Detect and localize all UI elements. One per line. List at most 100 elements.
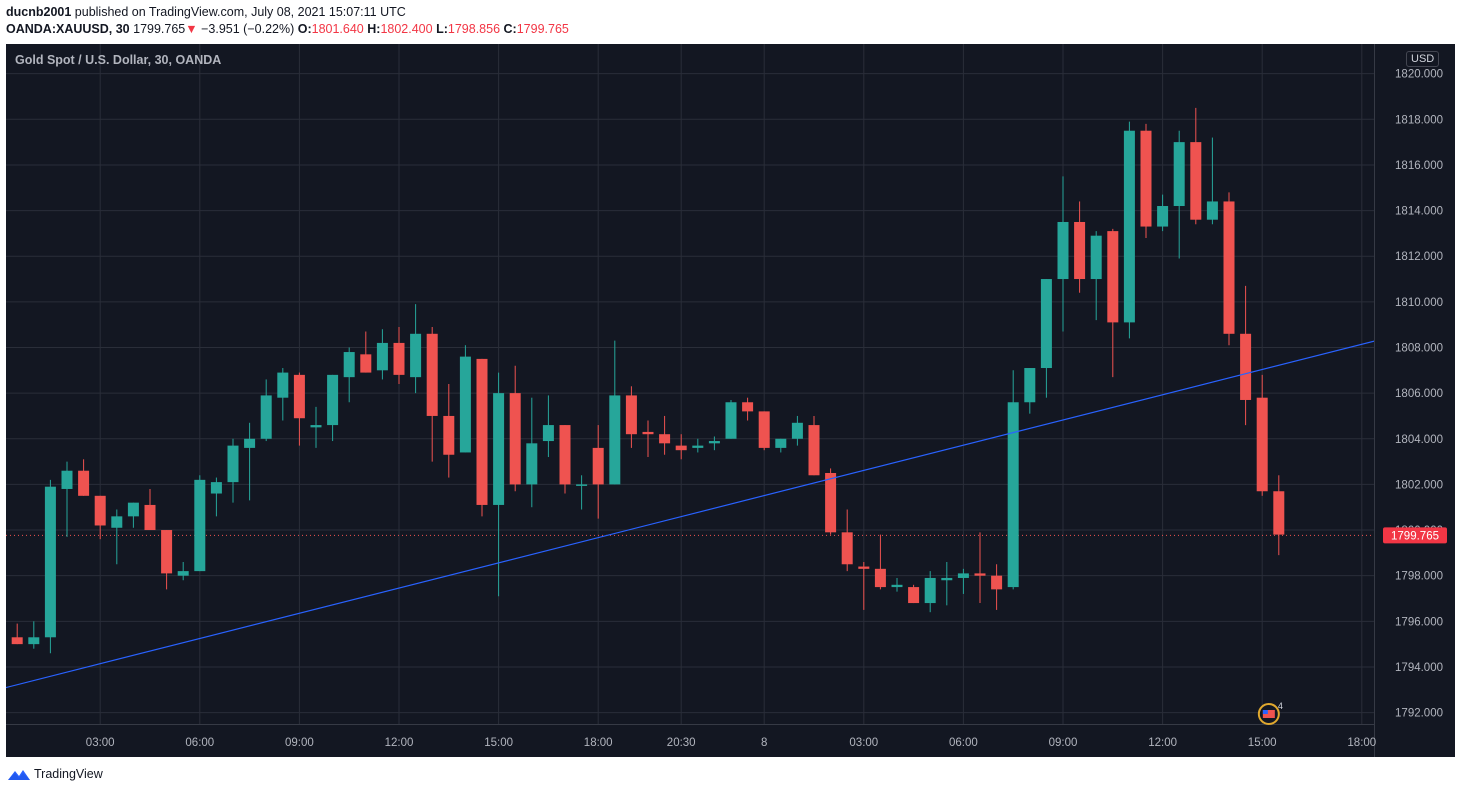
candle-up [609,395,621,485]
time-tick-label: 06:00 [185,737,214,749]
trend-line [6,333,1404,689]
candle-up [227,445,239,483]
candle-down [1074,221,1086,280]
candle-down [1273,491,1285,535]
candle-down [559,425,571,485]
candle-up [1040,279,1052,369]
time-tick-label: 12:00 [385,737,414,749]
symbol-label: OANDA:XAUUSD, 30 [6,22,130,36]
candle-down [858,566,870,569]
candle-down [393,342,405,375]
candle-down [841,532,853,565]
candle-up [210,482,222,494]
time-tick-label: 03:00 [849,737,878,749]
candle-up [775,438,787,448]
time-tick-label: 8 [761,737,767,749]
price-change: −3.951 (−0.22%) [201,22,295,36]
candle-up [111,516,123,528]
candle-up [941,577,953,581]
price-tick-label: 1798.000 [1395,571,1443,583]
time-tick-label: 09:00 [1049,737,1078,749]
candle-up [891,584,903,588]
candle-up [1173,142,1185,207]
candle-down [1190,142,1202,220]
time-tick-label: 20:30 [667,737,696,749]
candle-up [725,402,737,439]
candle-down [476,358,488,505]
candle-up [277,372,289,398]
last-price-badge [1383,527,1447,544]
candle-down [1223,201,1235,334]
candle-up [1157,206,1169,227]
candle-down [11,637,23,645]
candle-down [625,395,637,435]
candle-down [509,393,521,485]
candle-up [957,573,969,578]
candle-down [808,425,820,476]
high-value: 1802.400 [380,22,433,36]
time-tick-label: 12:00 [1148,737,1177,749]
candle-up [526,443,538,485]
candle-down [758,411,770,448]
price-tick-label: 1804.000 [1395,434,1443,446]
candle-up [327,374,339,426]
close-label: C: [503,22,517,36]
publish-info: ducnb2001 published on TradingView.com, … [6,5,406,19]
low-value: 1798.856 [447,22,501,36]
event-count: 4 [1278,701,1283,711]
candle-up [459,356,471,453]
candle-up [61,470,73,489]
candle-down [161,530,173,574]
down-arrow-icon: ▼ [185,22,198,36]
candle-up [127,502,139,517]
candle-up [44,486,56,638]
plot-area [6,44,1374,724]
chart-pane[interactable]: 1792.0001794.0001796.0001798.0001800.000… [6,44,1455,757]
candle-up [194,479,206,572]
candle-down [1140,130,1152,227]
price-tick-label: 1818.000 [1395,114,1443,126]
price-axis [1374,44,1455,757]
candle-down [874,568,886,588]
chart-title: Gold Spot / U.S. Dollar, 30, OANDA [15,53,222,67]
candle-up [28,637,40,645]
author-username[interactable]: ducnb2001 [6,5,72,19]
low-label: L: [436,22,448,36]
price-tick-label: 1812.000 [1395,251,1443,263]
time-tick-label: 06:00 [949,737,978,749]
candle-down [94,495,106,526]
published-text: published on TradingView.com, July 08, 2… [74,5,406,19]
open-value: 1801.640 [311,22,364,36]
candle-down [675,445,687,451]
candle-up [1206,201,1218,220]
open-label: O: [297,22,312,36]
candle-up [924,577,936,604]
time-tick-label: 18:00 [584,737,613,749]
footer: TradingView [0,757,1461,793]
candle-down [642,431,654,435]
time-tick-label: 18:00 [1347,737,1376,749]
price-tick-label: 1814.000 [1395,206,1443,218]
tradingview-logo-icon[interactable] [7,767,31,783]
candle-down [908,587,920,604]
tradingview-brand[interactable]: TradingView [34,767,103,781]
candle-up [576,484,588,486]
candle-down [1107,231,1119,323]
candle-up [493,393,505,505]
candlestick-chart[interactable]: 1792.0001794.0001796.0001798.0001800.000… [6,44,1455,757]
candle-down [360,354,372,373]
currency-badge[interactable]: USD [1406,51,1440,67]
time-tick-label: 15:00 [484,737,513,749]
candle-up [542,425,554,442]
candle-up [1090,235,1102,280]
candle-up [1057,221,1069,280]
candle-up [410,333,422,378]
flag-canton [1262,710,1268,714]
price-tick-label: 1794.000 [1395,662,1443,674]
candle-down [659,434,671,444]
candle-up [708,441,720,444]
candle-up [310,425,322,428]
price-tick-label: 1816.000 [1395,160,1443,172]
price-tick-label: 1806.000 [1395,388,1443,400]
candle-up [260,395,272,439]
